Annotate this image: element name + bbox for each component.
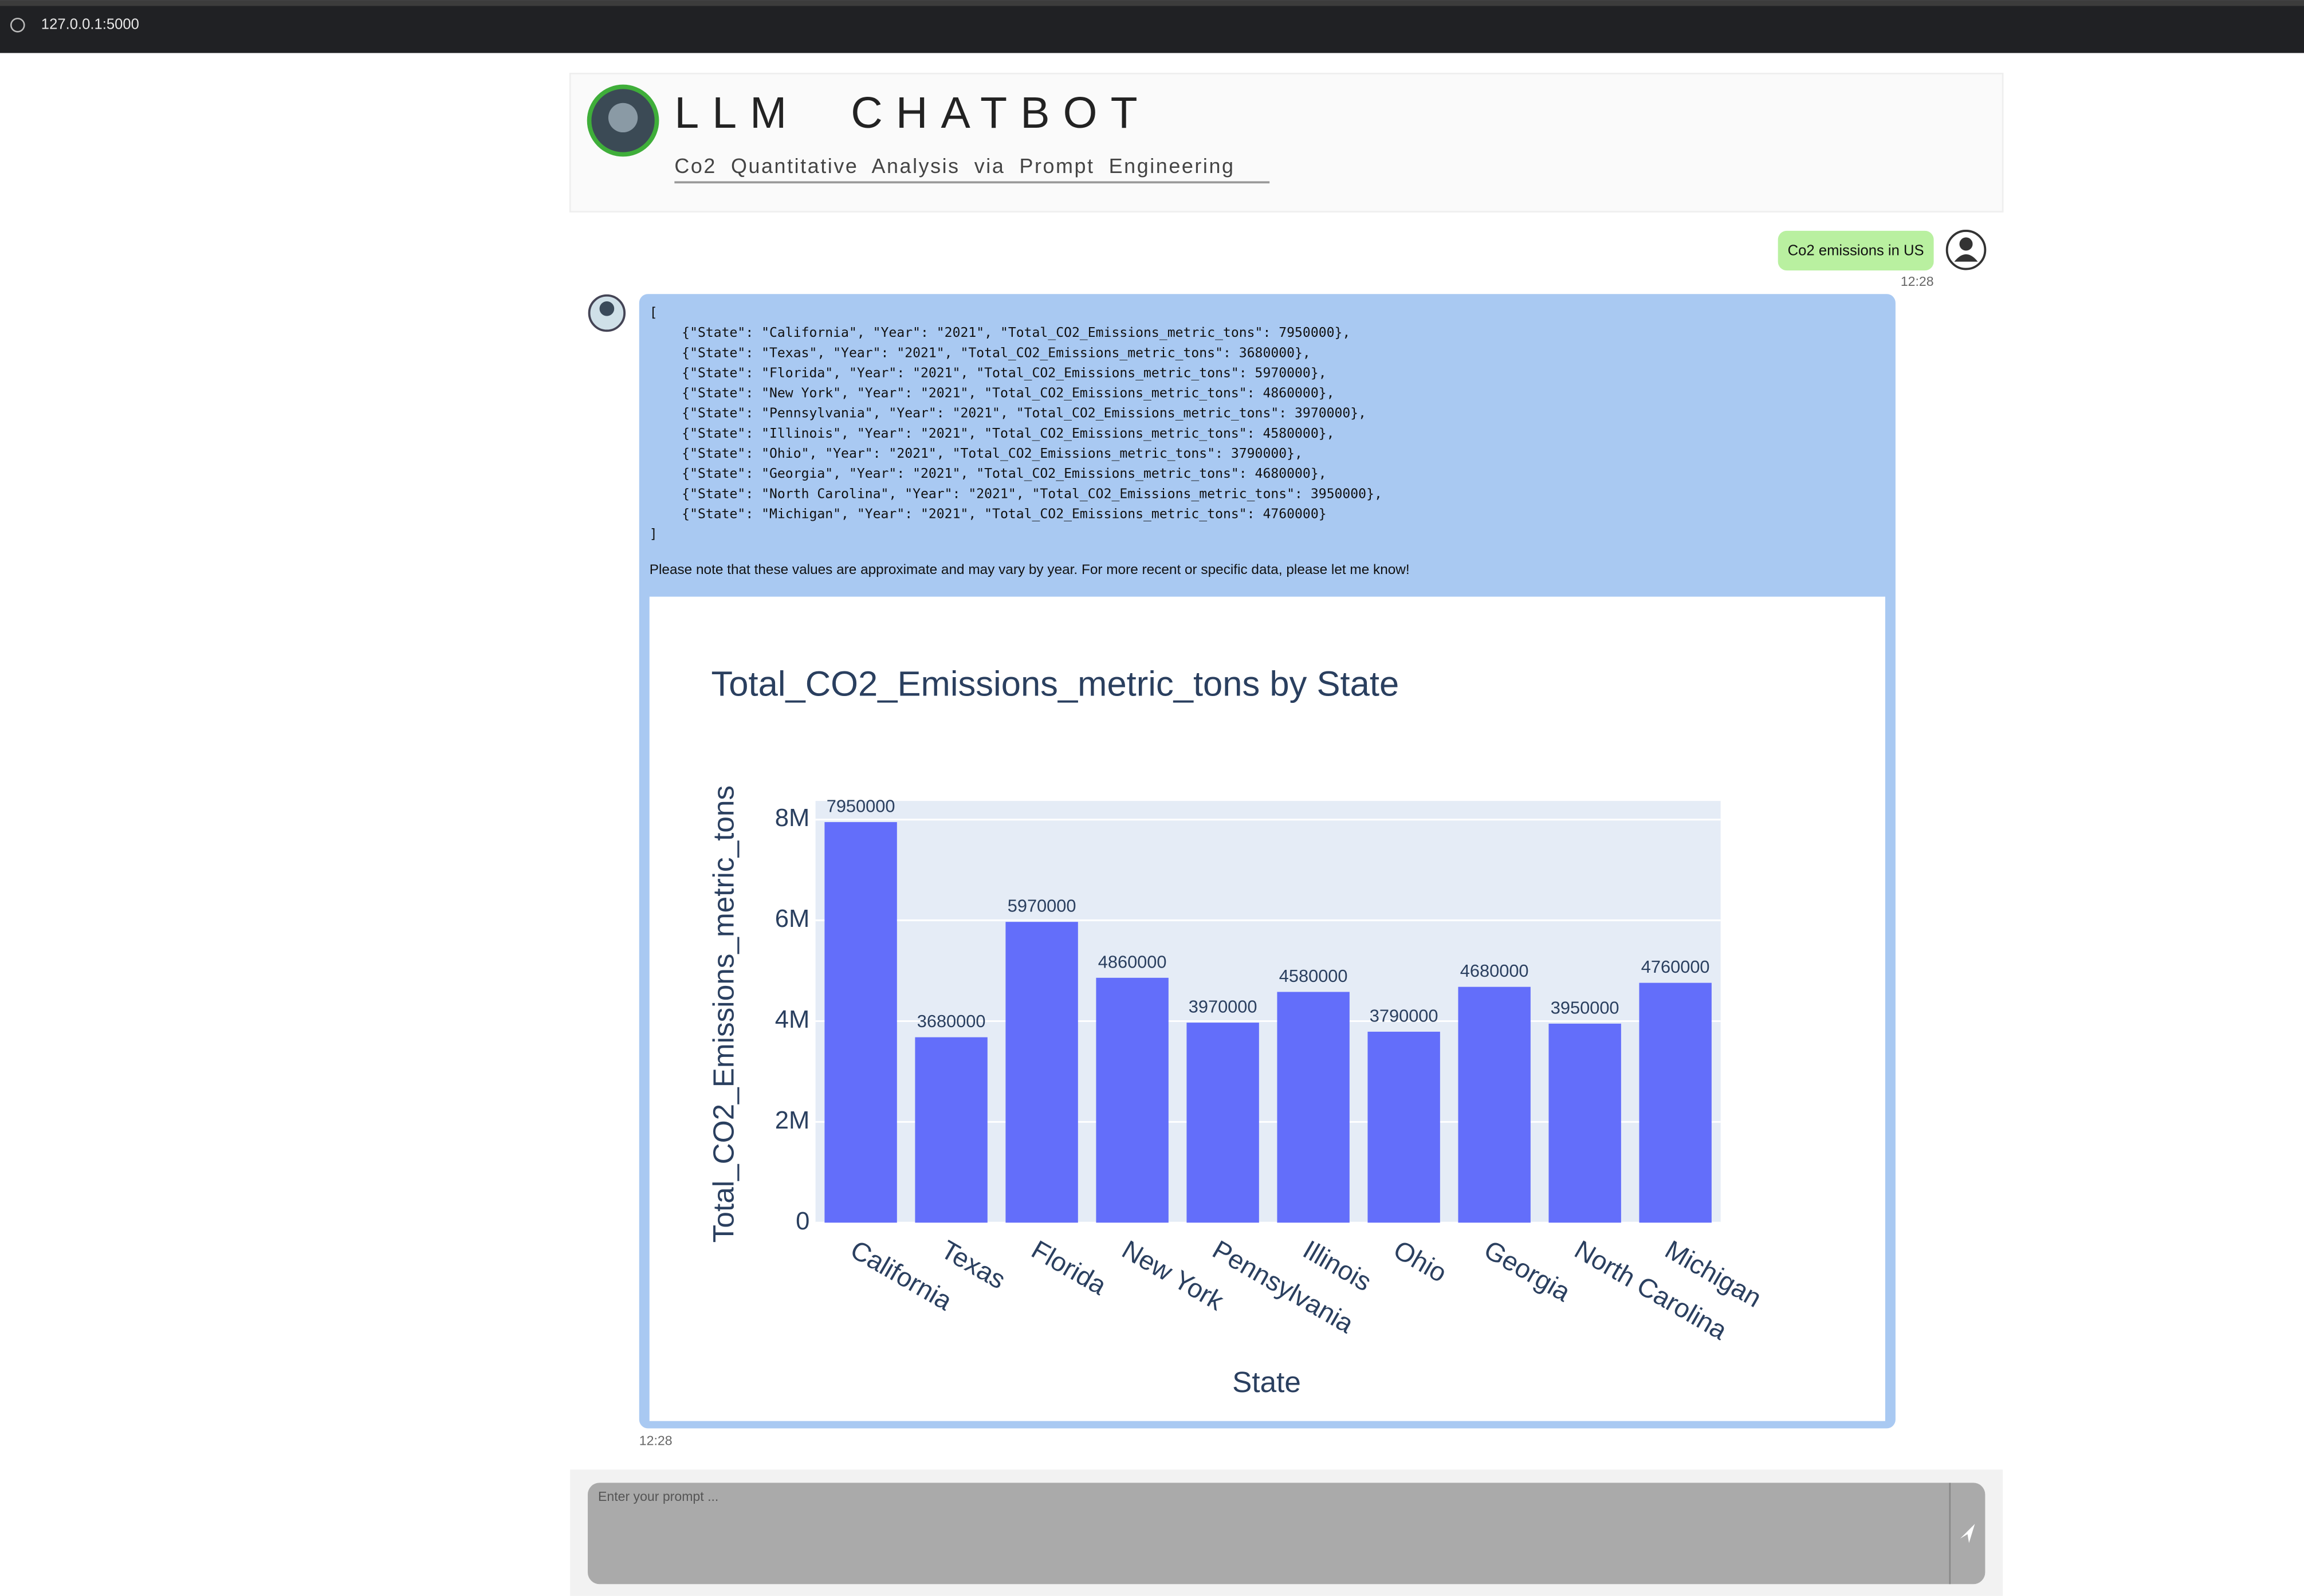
- bar: [824, 822, 897, 1223]
- bar: [1639, 982, 1712, 1223]
- y-tick-label: 0: [796, 1208, 809, 1235]
- bar: [1096, 977, 1169, 1223]
- user-text: Co2 emissions in US: [1788, 243, 1924, 259]
- y-axis-title: Total_CO2_Emissions_metric_tons: [707, 785, 740, 1243]
- json-line: {"State": "Georgia", "Year": "2021", "To…: [682, 466, 1326, 481]
- json-line: ]: [650, 527, 658, 542]
- bot-note: Please note that these values are approx…: [650, 562, 1410, 577]
- user-avatar-body: [1954, 254, 1978, 262]
- json-block: [ {"State": "California", "Year": "2021",…: [650, 305, 1382, 542]
- bar: [1367, 1031, 1440, 1223]
- bot-avatar-head: [599, 301, 615, 316]
- json-line: {"State": "North Carolina", "Year": "202…: [682, 486, 1382, 501]
- y-tick-label: 6M: [775, 905, 810, 933]
- prompt-placeholder: Enter your prompt ...: [598, 1489, 718, 1504]
- data-label: 3970000: [1189, 997, 1257, 1017]
- y-tick-label: 2M: [775, 1107, 810, 1134]
- json-line: {"State": "Ohio", "Year": "2021", "Total…: [682, 446, 1303, 461]
- header: [569, 73, 2004, 213]
- user-bubble: [1778, 230, 1934, 271]
- data-label: 4860000: [1098, 952, 1167, 972]
- user-avatar-head: [1959, 237, 1973, 251]
- bar: [915, 1037, 988, 1223]
- json-line: {"State": "California", "Year": "2021", …: [682, 325, 1350, 340]
- data-label: 3950000: [1551, 997, 1619, 1017]
- browser-edge: [0, 0, 2304, 6]
- data-label: 4760000: [1641, 957, 1710, 977]
- bot-time: 12:28: [639, 1433, 673, 1448]
- send-button[interactable]: [1960, 1524, 1975, 1543]
- json-line: [: [650, 305, 658, 320]
- json-line: {"State": "Michigan", "Year": "2021", "T…: [682, 506, 1326, 521]
- data-label: 5970000: [1008, 896, 1076, 916]
- prompt-input[interactable]: [588, 1483, 1985, 1585]
- json-line: {"State": "Pennsylvania", "Year": "2021"…: [682, 406, 1366, 421]
- json-line: {"State": "Florida", "Year": "2021", "To…: [682, 365, 1326, 380]
- browser-bar: [0, 0, 2304, 53]
- y-tick-label: 8M: [775, 804, 810, 832]
- bar: [1186, 1023, 1259, 1223]
- bar: [1548, 1023, 1621, 1223]
- json-line: {"State": "Texas", "Year": "2021", "Tota…: [682, 345, 1311, 360]
- site-info-icon[interactable]: [10, 17, 25, 33]
- bar: [1458, 986, 1531, 1223]
- url[interactable]: 127.0.0.1:5000: [41, 17, 139, 33]
- chart-title: Total_CO2_Emissions_metric_tons by State: [711, 664, 1399, 703]
- json-line: {"State": "New York", "Year": "2021", "T…: [682, 386, 1334, 401]
- app-title: LLM CHATBOT: [674, 88, 1150, 137]
- bar: [1277, 992, 1350, 1223]
- bar: [1005, 922, 1078, 1223]
- data-label: 4580000: [1279, 966, 1348, 986]
- data-label: 7950000: [827, 796, 895, 816]
- logo-figure: [608, 103, 638, 133]
- data-label: 4680000: [1460, 961, 1529, 981]
- user-time: 12:28: [1901, 274, 1934, 289]
- data-label: 3680000: [917, 1011, 986, 1031]
- data-label: 3790000: [1370, 1005, 1438, 1025]
- app-subtitle: Co2 Quantitative Analysis via Prompt Eng…: [674, 154, 1234, 178]
- json-line: {"State": "Illinois", "Year": "2021", "T…: [682, 426, 1334, 441]
- x-axis-title: State: [1232, 1366, 1301, 1398]
- y-tick-label: 4M: [775, 1006, 810, 1033]
